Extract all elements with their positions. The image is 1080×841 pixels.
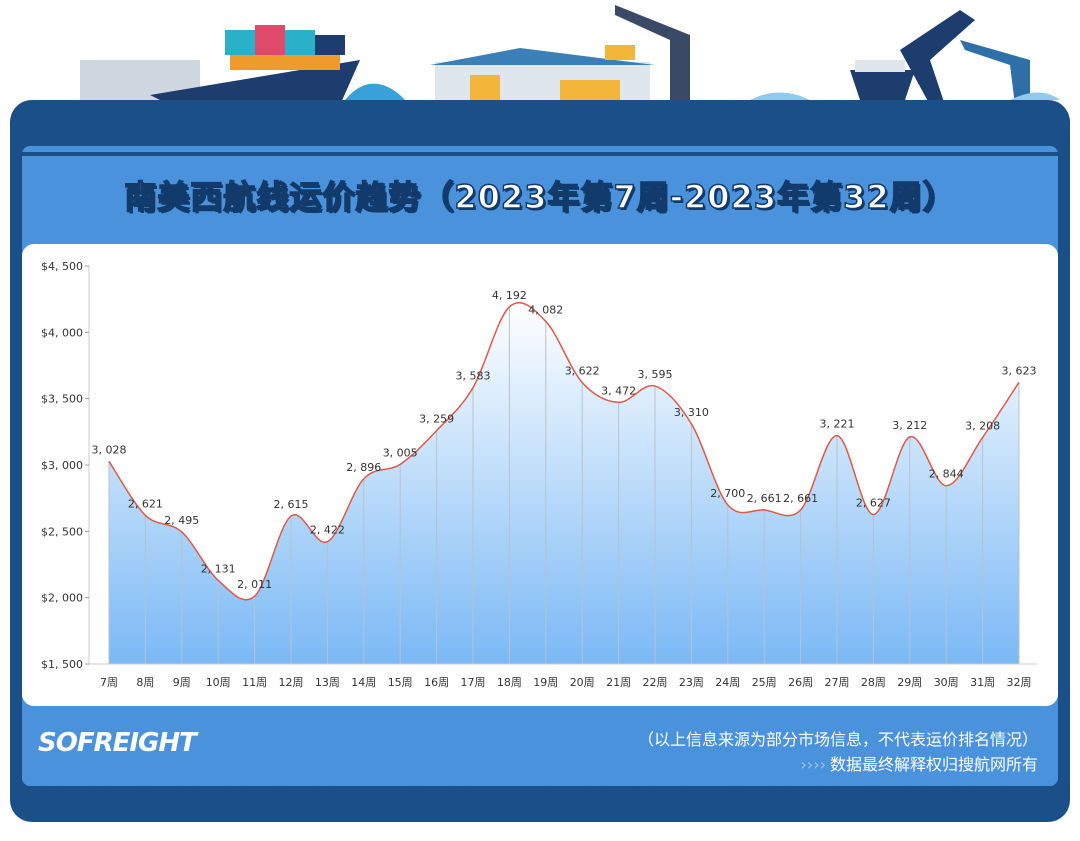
scallop: [313, 786, 339, 802]
x-tick-label: 18周: [497, 676, 522, 689]
data-label: 2, 700: [710, 487, 745, 500]
data-label: 3, 623: [1002, 364, 1037, 377]
x-tick-label: 30周: [934, 676, 959, 689]
x-tick-label: 25周: [752, 676, 777, 689]
data-label: 3, 208: [965, 419, 1000, 432]
scallop: [358, 786, 385, 802]
x-tick-label: 20周: [570, 676, 595, 689]
area-fill: [109, 302, 1019, 664]
source-note: （以上信息来源为部分市场信息，不代表运价排名情况）: [637, 730, 1038, 749]
chart-title: 南美西航线运价趋势（2023年第7周-2023年第32周）: [124, 177, 956, 217]
data-label: 2, 896: [346, 461, 381, 474]
data-label: 3, 583: [456, 370, 491, 383]
scallop: [631, 786, 658, 802]
rights-text: 数据最终解释权归搜航网所有: [829, 755, 1038, 774]
scallop: [904, 786, 931, 802]
scallop: [722, 786, 749, 802]
scallop: [677, 786, 703, 802]
x-tick-label: 11周: [242, 676, 267, 689]
x-tick-label: 31周: [970, 676, 995, 689]
data-label: 2, 844: [929, 468, 964, 481]
data-label: 3, 259: [419, 413, 454, 426]
data-label: 2, 661: [783, 492, 818, 505]
data-label: 2, 422: [310, 524, 345, 537]
data-label: 2, 621: [128, 497, 163, 510]
y-tick-label: $1, 500: [41, 658, 83, 671]
data-label: 2, 131: [201, 562, 236, 575]
x-tick-label: 14周: [351, 676, 376, 689]
rights-note: ›››› 数据最终解释权归搜航网所有: [800, 751, 1038, 775]
x-tick-label: 16周: [424, 676, 449, 689]
x-tick-label: 24周: [715, 676, 740, 689]
x-tick-label: 32周: [1007, 676, 1032, 689]
data-label: 3, 472: [601, 384, 636, 397]
data-label: 2, 495: [164, 514, 199, 527]
scallop: [586, 786, 612, 802]
x-tick-label: 19周: [533, 676, 558, 689]
data-label: 3, 310: [674, 406, 709, 419]
data-label: 2, 627: [856, 496, 891, 509]
arrows-icon: ››››: [800, 755, 826, 774]
scallop: [540, 786, 567, 802]
scallop: [40, 786, 66, 802]
x-tick-label: 28周: [861, 676, 886, 689]
y-tick-label: $4, 000: [41, 326, 83, 339]
y-tick-label: $3, 000: [41, 459, 83, 472]
y-tick-label: $2, 500: [41, 525, 83, 538]
data-label: 3, 221: [820, 418, 855, 431]
y-tick-label: $2, 000: [41, 592, 83, 605]
data-label: 3, 005: [383, 446, 418, 459]
data-label: 3, 622: [565, 364, 600, 377]
scallop: [1041, 786, 1067, 802]
x-tick-label: 22周: [643, 676, 668, 689]
data-label: 2, 011: [237, 578, 272, 591]
data-label: 4, 082: [528, 303, 563, 316]
data-label: 4, 192: [492, 289, 527, 302]
scallop: [85, 786, 112, 802]
data-label: 2, 615: [274, 498, 309, 511]
data-label: 3, 028: [92, 443, 127, 456]
x-tick-label: 21周: [606, 676, 631, 689]
x-tick-label: 9周: [173, 676, 191, 689]
x-tick-label: 7周: [100, 676, 118, 689]
x-tick-label: 26周: [788, 676, 813, 689]
chart-card: $1, 500 $2, 000 $2, 500 $3, 000 $3, 500 $4, 0…: [22, 244, 1058, 706]
port-illustration: [80, 5, 1060, 110]
area-chart: $1, 500 $2, 000 $2, 500 $3, 000 $3, 500 $4, 0…: [41, 260, 1037, 689]
x-tick-label: 29周: [897, 676, 922, 689]
scallop: [176, 786, 203, 802]
y-tick-label: $3, 500: [41, 393, 83, 406]
scallop: [404, 786, 430, 802]
x-tick-label: 10周: [206, 676, 231, 689]
sofreight-logo: SOFREIGHT: [38, 728, 197, 758]
scallop: [813, 786, 840, 802]
data-label: 3, 595: [638, 368, 673, 381]
divider: [22, 152, 1058, 156]
x-tick-label: 12周: [279, 676, 304, 689]
x-tick-label: 8周: [136, 676, 154, 689]
scallop: [859, 786, 885, 802]
scallop: [995, 786, 1022, 802]
x-tick-label: 27周: [825, 676, 850, 689]
y-tick-label: $4, 500: [41, 260, 83, 273]
scallop: [768, 786, 794, 802]
data-label: 3, 212: [892, 419, 927, 432]
x-tick-label: 13周: [315, 676, 340, 689]
data-label: 2, 661: [747, 492, 782, 505]
scallop: [495, 786, 521, 802]
scallop: [950, 786, 976, 802]
scallop: [449, 786, 476, 802]
scallop: [267, 786, 294, 802]
x-tick-label: 17周: [461, 676, 486, 689]
x-tick-label: 15周: [388, 676, 413, 689]
scallop: [131, 786, 157, 802]
scallop: [222, 786, 248, 802]
series-line: [108, 301, 1020, 601]
x-tick-label: 23周: [679, 676, 704, 689]
